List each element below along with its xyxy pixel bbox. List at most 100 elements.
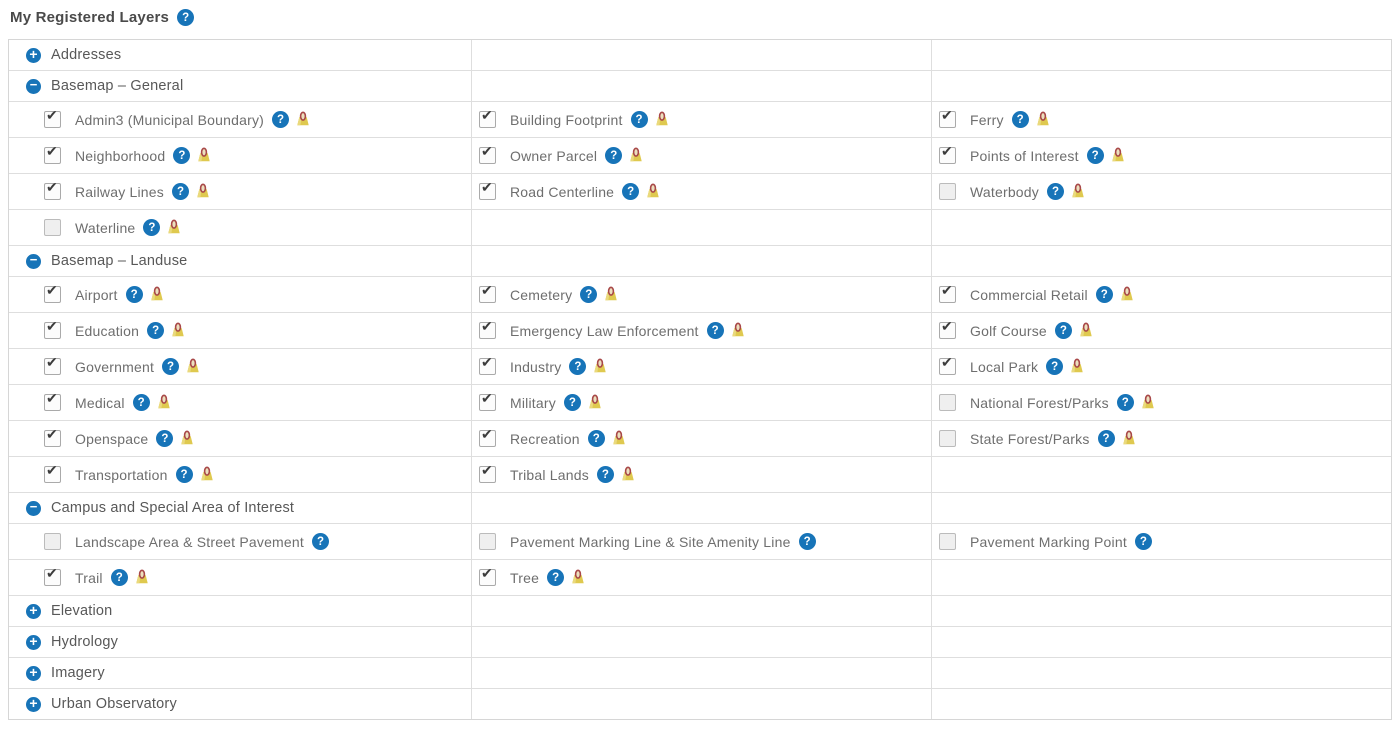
layer-help-icon[interactable] (587, 430, 605, 447)
layer-checkbox[interactable] (44, 219, 61, 236)
layer-help-icon[interactable] (143, 219, 161, 236)
layer-checkbox[interactable] (479, 354, 496, 375)
section-header-cell[interactable]: Hydrology (9, 627, 471, 657)
layer-help-icon[interactable] (1116, 394, 1134, 411)
section-row[interactable]: Elevation (9, 596, 1391, 627)
yellow-map-marker-icon[interactable] (185, 357, 201, 374)
yellow-map-marker-icon[interactable] (1035, 110, 1051, 127)
section-header-cell[interactable]: Elevation (9, 596, 471, 626)
layer-checkbox[interactable] (939, 394, 956, 411)
layer-help-icon[interactable] (798, 533, 816, 550)
collapse-section-icon[interactable] (26, 252, 41, 269)
layer-checkbox[interactable] (479, 318, 496, 339)
layer-checkbox[interactable] (939, 430, 956, 447)
expand-section-icon[interactable] (26, 696, 41, 712)
yellow-map-marker-icon[interactable] (134, 568, 150, 585)
section-row[interactable]: Campus and Special Area of Interest (9, 493, 1391, 524)
section-header-cell[interactable]: Basemap – Landuse (9, 246, 471, 276)
layer-checkbox[interactable] (44, 179, 61, 200)
layer-help-icon[interactable] (171, 183, 189, 200)
yellow-map-marker-icon[interactable] (587, 393, 603, 410)
layer-help-icon[interactable] (156, 430, 174, 447)
yellow-map-marker-icon[interactable] (1121, 429, 1137, 446)
collapse-section-icon[interactable] (26, 77, 41, 94)
layer-checkbox[interactable] (479, 107, 496, 128)
layer-checkbox[interactable] (479, 179, 496, 200)
layer-help-icon[interactable] (173, 147, 191, 164)
section-header-cell[interactable]: Urban Observatory (9, 689, 471, 719)
yellow-map-marker-icon[interactable] (592, 357, 608, 374)
yellow-map-marker-icon[interactable] (1119, 285, 1135, 302)
yellow-map-marker-icon[interactable] (179, 429, 195, 446)
layer-checkbox[interactable] (939, 183, 956, 200)
layer-help-icon[interactable] (547, 569, 565, 586)
layer-checkbox[interactable] (44, 282, 61, 303)
yellow-map-marker-icon[interactable] (603, 285, 619, 302)
layer-help-icon[interactable] (125, 286, 143, 303)
yellow-map-marker-icon[interactable] (611, 429, 627, 446)
collapse-section-icon[interactable] (26, 499, 41, 516)
section-row[interactable]: Basemap – General (9, 71, 1391, 102)
layer-help-icon[interactable] (706, 322, 724, 339)
section-header-cell[interactable]: Imagery (9, 658, 471, 688)
layer-help-icon[interactable] (1134, 533, 1152, 550)
layer-help-icon[interactable] (1046, 183, 1064, 200)
yellow-map-marker-icon[interactable] (196, 146, 212, 163)
layer-help-icon[interactable] (1011, 111, 1029, 128)
expand-section-icon[interactable] (26, 47, 41, 63)
layer-help-icon[interactable] (147, 322, 165, 339)
section-header-cell[interactable]: Campus and Special Area of Interest (9, 493, 471, 523)
layer-help-icon[interactable] (1054, 322, 1072, 339)
layer-help-icon[interactable] (132, 394, 150, 411)
layer-help-icon[interactable] (605, 147, 623, 164)
layer-help-icon[interactable] (563, 394, 581, 411)
expand-section-icon[interactable] (26, 634, 41, 650)
layer-checkbox[interactable] (44, 318, 61, 339)
layer-checkbox[interactable] (44, 354, 61, 375)
yellow-map-marker-icon[interactable] (170, 321, 186, 338)
layer-checkbox[interactable] (44, 390, 61, 411)
yellow-map-marker-icon[interactable] (570, 568, 586, 585)
layer-help-icon[interactable] (630, 111, 648, 128)
layer-checkbox[interactable] (939, 354, 956, 375)
expand-section-icon[interactable] (26, 603, 41, 619)
yellow-map-marker-icon[interactable] (645, 182, 661, 199)
yellow-map-marker-icon[interactable] (195, 182, 211, 199)
layer-checkbox[interactable] (479, 390, 496, 411)
section-row[interactable]: Urban Observatory (9, 689, 1391, 719)
layer-checkbox[interactable] (44, 565, 61, 586)
layer-checkbox[interactable] (939, 107, 956, 128)
layer-checkbox[interactable] (479, 143, 496, 164)
yellow-map-marker-icon[interactable] (156, 393, 172, 410)
layer-checkbox[interactable] (44, 426, 61, 447)
yellow-map-marker-icon[interactable] (628, 146, 644, 163)
layer-checkbox[interactable] (44, 107, 61, 128)
layer-help-icon[interactable] (622, 183, 640, 200)
layer-checkbox[interactable] (44, 533, 61, 550)
layer-help-icon[interactable] (312, 533, 329, 550)
layer-checkbox[interactable] (939, 533, 956, 550)
layer-checkbox[interactable] (939, 143, 956, 164)
yellow-map-marker-icon[interactable] (1110, 146, 1126, 163)
yellow-map-marker-icon[interactable] (149, 285, 165, 302)
section-row[interactable]: Imagery (9, 658, 1391, 689)
section-row[interactable]: Hydrology (9, 627, 1391, 658)
yellow-map-marker-icon[interactable] (1069, 357, 1085, 374)
yellow-map-marker-icon[interactable] (1070, 182, 1086, 199)
layer-help-icon[interactable] (110, 569, 128, 586)
layer-help-icon[interactable] (162, 358, 180, 375)
layer-help-icon[interactable] (175, 466, 193, 483)
layer-help-icon[interactable] (596, 466, 614, 483)
layer-checkbox[interactable] (479, 426, 496, 447)
layer-help-icon[interactable] (1097, 430, 1115, 447)
layer-checkbox[interactable] (479, 533, 496, 550)
layer-help-icon[interactable] (1046, 358, 1064, 375)
layer-checkbox[interactable] (479, 462, 496, 483)
layer-help-icon[interactable] (272, 111, 290, 128)
layer-checkbox[interactable] (44, 143, 61, 164)
yellow-map-marker-icon[interactable] (654, 110, 670, 127)
yellow-map-marker-icon[interactable] (166, 218, 182, 235)
yellow-map-marker-icon[interactable] (730, 321, 746, 338)
expand-section-icon[interactable] (26, 665, 41, 681)
layer-help-icon[interactable] (1095, 286, 1113, 303)
